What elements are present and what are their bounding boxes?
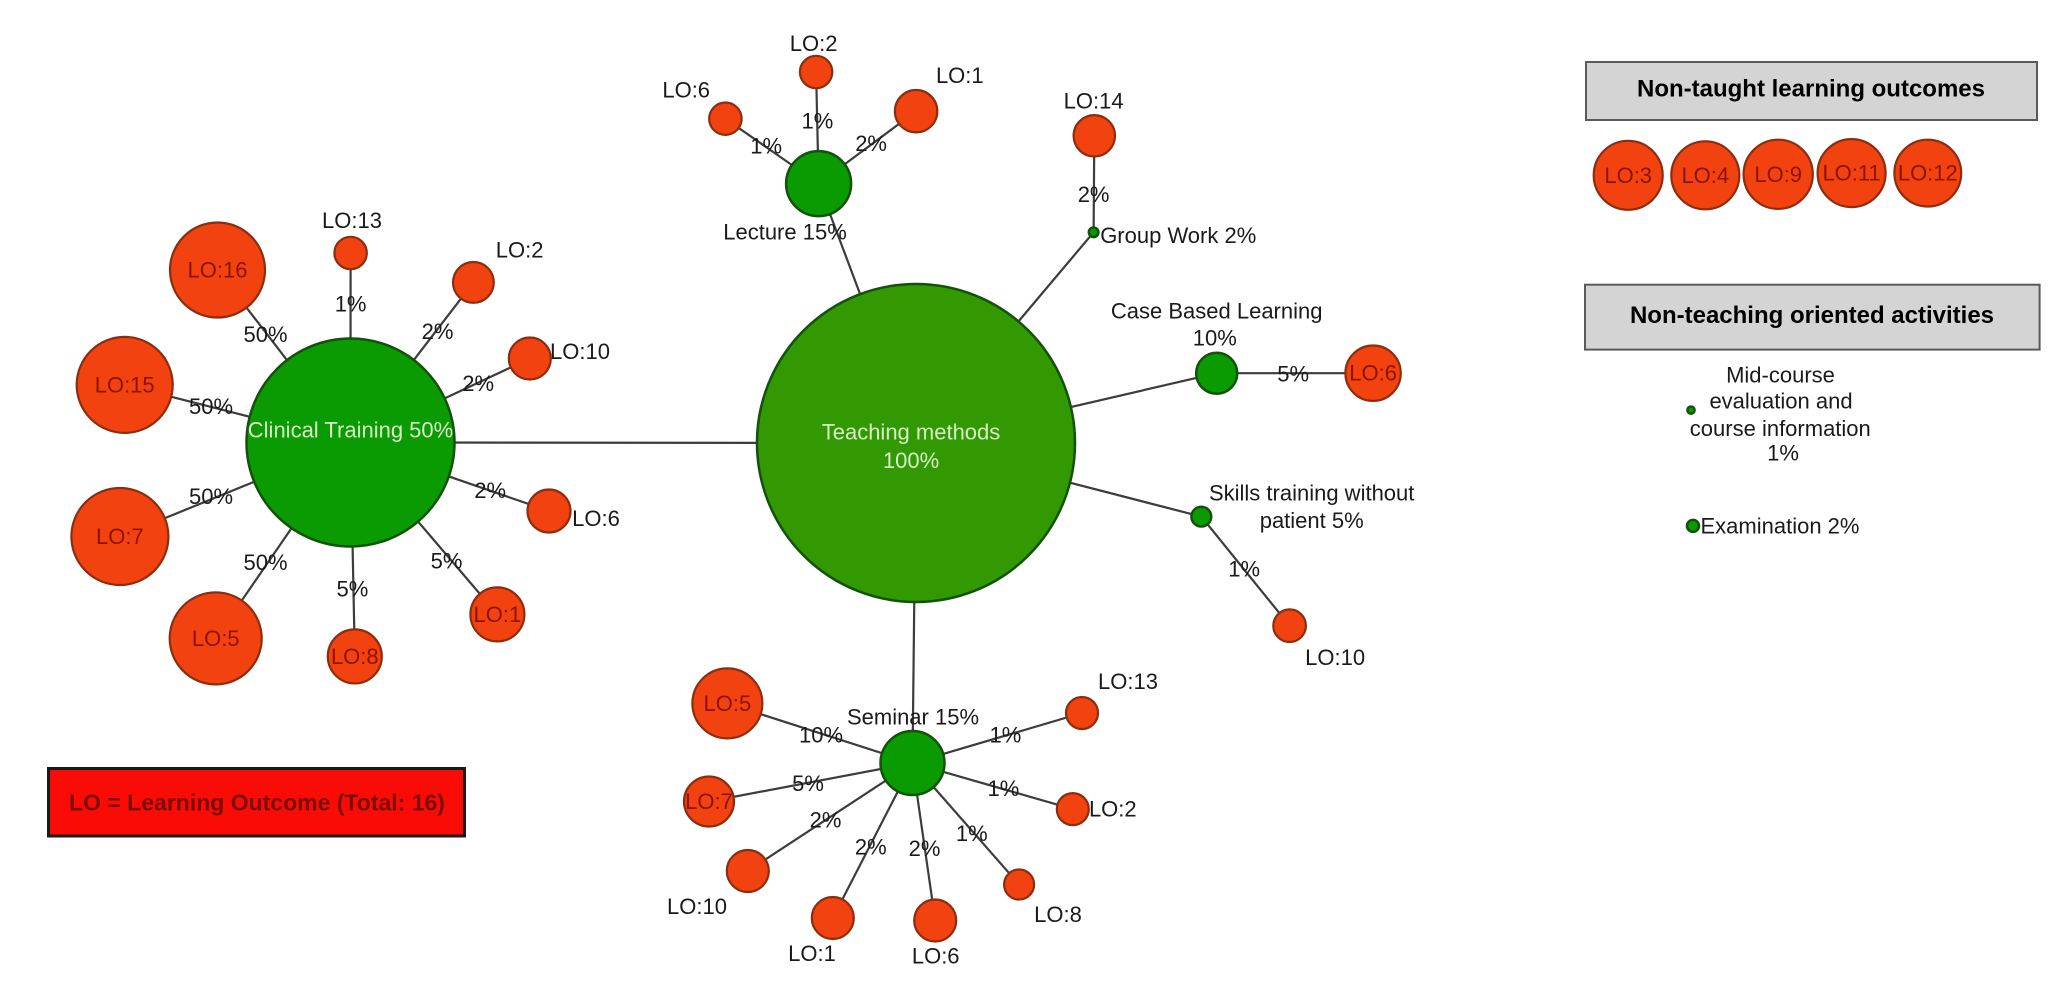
svg-text:LO:1: LO:1	[474, 602, 522, 627]
svg-text:patient 5%: patient 5%	[1260, 508, 1364, 533]
svg-text:LO:8: LO:8	[1034, 902, 1082, 927]
svg-text:2%: 2%	[422, 319, 454, 344]
svg-text:LO:6: LO:6	[912, 943, 960, 968]
svg-text:2%: 2%	[1078, 182, 1110, 207]
svg-text:LO:6: LO:6	[572, 506, 620, 531]
svg-text:LO:8: LO:8	[331, 644, 379, 669]
svg-text:1%: 1%	[956, 821, 988, 846]
svg-text:50%: 50%	[243, 322, 287, 347]
svg-text:Mid-course: Mid-course	[1726, 363, 1835, 388]
svg-text:LO:12: LO:12	[1898, 161, 1958, 186]
svg-text:10%: 10%	[1193, 326, 1237, 351]
svg-text:2%: 2%	[855, 835, 887, 860]
svg-text:1%: 1%	[990, 723, 1022, 748]
svg-text:LO:2: LO:2	[1089, 797, 1137, 822]
svg-text:LO:13: LO:13	[1098, 669, 1158, 694]
svg-text:LO:1: LO:1	[936, 63, 984, 88]
svg-text:LO:11: LO:11	[1822, 161, 1880, 186]
svg-text:LO:10: LO:10	[550, 339, 610, 364]
svg-text:Teaching methods: Teaching methods	[822, 420, 1001, 445]
svg-text:Skills training without: Skills training without	[1209, 481, 1414, 506]
svg-text:LO:2: LO:2	[790, 31, 838, 56]
svg-text:LO:10: LO:10	[1305, 645, 1365, 670]
svg-text:LO:2: LO:2	[496, 238, 544, 263]
svg-text:1%: 1%	[750, 134, 782, 159]
svg-text:LO:3: LO:3	[1604, 163, 1652, 188]
svg-text:5%: 5%	[792, 771, 824, 796]
svg-text:100%: 100%	[883, 448, 939, 473]
svg-text:2%: 2%	[474, 478, 506, 503]
svg-text:LO:7: LO:7	[685, 789, 733, 814]
svg-text:50%: 50%	[189, 484, 233, 509]
svg-text:LO:6: LO:6	[662, 78, 710, 103]
svg-text:LO:16: LO:16	[188, 258, 248, 283]
svg-text:10%: 10%	[799, 723, 843, 748]
svg-text:LO:10: LO:10	[667, 894, 727, 919]
svg-text:Group Work 2%: Group Work 2%	[1100, 223, 1256, 248]
svg-text:LO:15: LO:15	[95, 372, 155, 397]
svg-text:5%: 5%	[337, 577, 369, 602]
svg-text:LO:6: LO:6	[1349, 361, 1397, 386]
svg-text:LO:4: LO:4	[1681, 163, 1729, 188]
svg-text:LO:14: LO:14	[1064, 89, 1124, 114]
svg-text:Non-teaching oriented activiti: Non-teaching oriented activities	[1630, 302, 1994, 329]
svg-text:LO = Learning Outcome (Total:: LO = Learning Outcome (Total: 16)	[69, 790, 445, 816]
svg-text:Non-taught learning outcomes: Non-taught learning outcomes	[1637, 76, 1985, 103]
svg-text:1%: 1%	[802, 109, 834, 134]
svg-text:evaluation and: evaluation and	[1709, 389, 1852, 414]
svg-text:course information: course information	[1690, 416, 1871, 441]
svg-text:50%: 50%	[243, 550, 287, 575]
svg-text:LO:1: LO:1	[788, 941, 836, 966]
svg-text:LO:5: LO:5	[704, 691, 752, 716]
svg-text:LO:5: LO:5	[192, 626, 240, 651]
svg-text:1%: 1%	[1767, 441, 1799, 466]
svg-text:5%: 5%	[1277, 361, 1309, 386]
svg-text:Clinical Training 50%: Clinical Training 50%	[248, 418, 453, 443]
svg-text:2%: 2%	[855, 131, 887, 156]
svg-text:2%: 2%	[462, 371, 494, 396]
svg-text:LO:7: LO:7	[96, 524, 144, 549]
svg-text:LO:13: LO:13	[322, 208, 382, 233]
svg-text:2%: 2%	[810, 808, 842, 833]
svg-text:Lecture 15%: Lecture 15%	[723, 219, 847, 244]
svg-text:50%: 50%	[189, 394, 233, 419]
svg-text:Examination 2%: Examination 2%	[1701, 514, 1860, 539]
svg-text:Case Based Learning: Case Based Learning	[1111, 299, 1323, 324]
svg-text:1%: 1%	[1228, 557, 1260, 582]
svg-text:LO:9: LO:9	[1754, 162, 1802, 187]
svg-text:5%: 5%	[431, 549, 463, 574]
svg-text:1%: 1%	[335, 292, 367, 317]
svg-text:2%: 2%	[909, 836, 941, 861]
svg-text:1%: 1%	[988, 776, 1020, 801]
svg-text:Seminar 15%: Seminar 15%	[847, 705, 979, 730]
